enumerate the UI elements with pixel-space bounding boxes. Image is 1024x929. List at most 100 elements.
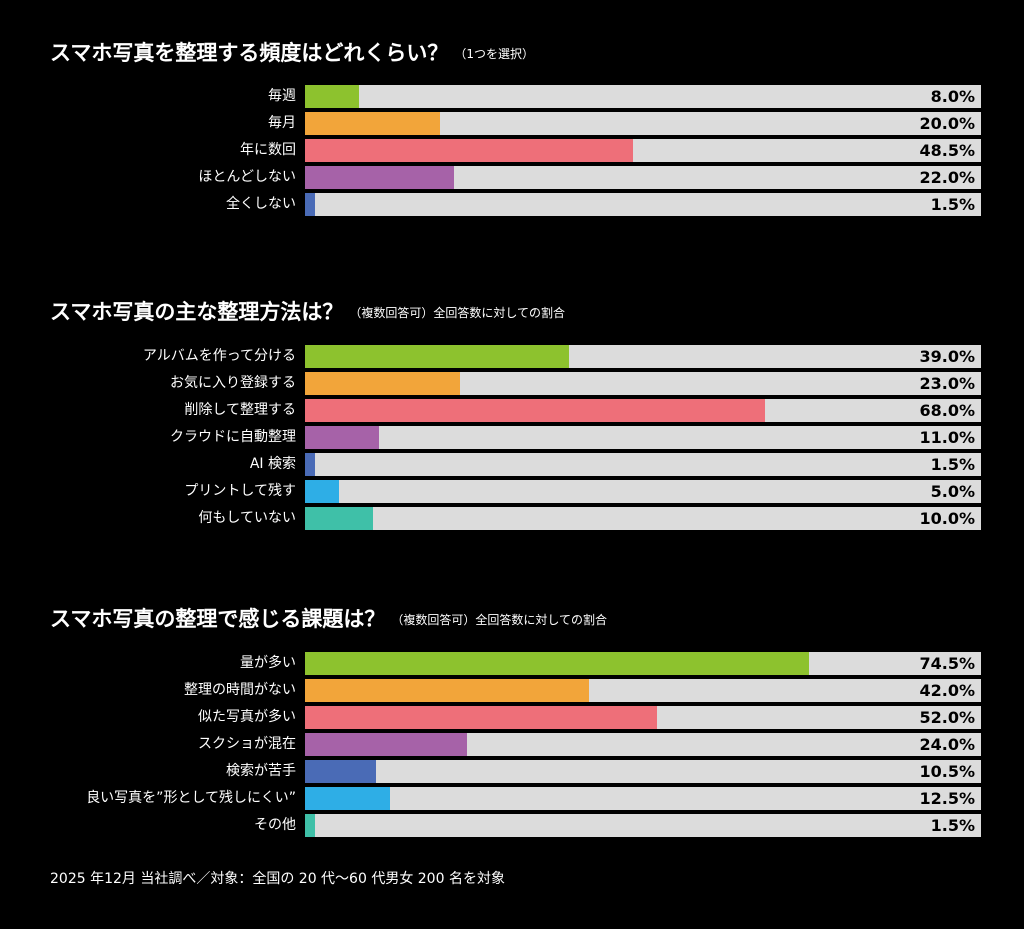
category-label: 良い写真を”形として残しにくい” [86, 790, 296, 806]
value-label: 11.0% [919, 428, 975, 447]
bar-row: お気に入り登録する 23.0% [0, 372, 1024, 395]
bar [305, 399, 765, 422]
chart-note: （1つを選択） [454, 47, 535, 61]
value-label: 10.5% [919, 762, 975, 781]
bar-row: 似た写真が多い 52.0% [0, 706, 1024, 729]
bar-row: 年に数回 48.5% [0, 139, 1024, 162]
chart-title-text: スマホ写真の整理で感じる課題は？ [50, 607, 386, 631]
bar-track: 22.0% [305, 166, 981, 189]
bar-track: 20.0% [305, 112, 981, 135]
bar-track: 48.5% [305, 139, 981, 162]
bar-track: 1.5% [305, 193, 981, 216]
category-label: スクショが混在 [198, 736, 296, 752]
bar [305, 760, 376, 783]
bar-track: 23.0% [305, 372, 981, 395]
category-label: アルバムを作って分ける [142, 348, 296, 364]
bar-track: 5.0% [305, 480, 981, 503]
chart-title: スマホ写真の主な整理方法は？ （複数回答可）全回答数に対しての割合 [50, 297, 565, 328]
category-label: 整理の時間がない [184, 682, 296, 698]
value-label: 23.0% [919, 374, 975, 393]
bar-track: 12.5% [305, 787, 981, 810]
bar-track: 74.5% [305, 652, 981, 675]
value-label: 39.0% [919, 347, 975, 366]
value-label: 1.5% [930, 455, 975, 474]
bar-row: 良い写真を”形として残しにくい” 12.5% [0, 787, 1024, 810]
value-label: 5.0% [930, 482, 975, 501]
value-label: 8.0% [930, 87, 975, 106]
bar-row: 量が多い 74.5% [0, 652, 1024, 675]
chart-title-text: スマホ写真の主な整理方法は？ [50, 300, 344, 324]
chart-note: （複数回答可）全回答数に対しての割合 [349, 306, 566, 320]
category-label: 毎週 [268, 88, 296, 104]
category-label: お気に入り登録する [170, 375, 296, 391]
value-label: 68.0% [919, 401, 975, 420]
bar [305, 733, 468, 756]
bar-track: 68.0% [305, 399, 981, 422]
value-label: 48.5% [919, 141, 975, 160]
value-label: 52.0% [919, 708, 975, 727]
category-label: その他 [254, 817, 296, 833]
value-label: 22.0% [919, 168, 975, 187]
value-label: 12.5% [919, 789, 975, 808]
bar-track: 10.5% [305, 760, 981, 783]
value-label: 1.5% [930, 816, 975, 835]
bar-track: 10.0% [305, 507, 981, 530]
chart-title-text: スマホ写真を整理する頻度はどれくらい？ [50, 41, 449, 65]
category-label: 年に数回 [240, 142, 296, 158]
bar-row: 削除して整理する 68.0% [0, 399, 1024, 422]
bar [305, 652, 809, 675]
bar-row: スクショが混在 24.0% [0, 733, 1024, 756]
bar-track: 39.0% [305, 345, 981, 368]
bar [305, 372, 461, 395]
category-label: プリントして残す [184, 483, 296, 499]
bar-row: ほとんどしない 22.0% [0, 166, 1024, 189]
category-label: 毎月 [268, 115, 296, 131]
category-label: 似た写真が多い [198, 709, 296, 725]
bar-track: 52.0% [305, 706, 981, 729]
bar [305, 166, 454, 189]
bar-row: 整理の時間がない 42.0% [0, 679, 1024, 702]
bar-track: 42.0% [305, 679, 981, 702]
chart-title: スマホ写真の整理で感じる課題は？ （複数回答可）全回答数に対しての割合 [50, 604, 607, 635]
bar-track: 1.5% [305, 453, 981, 476]
bar [305, 480, 339, 503]
bar-row: AI 検索 1.5% [0, 453, 1024, 476]
bar [305, 85, 360, 108]
bar-row: その他 1.5% [0, 814, 1024, 837]
category-label: AI 検索 [249, 456, 296, 472]
bar-row: 毎月 20.0% [0, 112, 1024, 135]
bar [305, 679, 589, 702]
bar [305, 787, 390, 810]
bar [305, 139, 633, 162]
value-label: 20.0% [919, 114, 975, 133]
bar [305, 112, 441, 135]
bar [305, 814, 316, 837]
bar-row: 全くしない 1.5% [0, 193, 1024, 216]
chart-note: （複数回答可）全回答数に対しての割合 [391, 613, 608, 627]
category-label: 削除して整理する [184, 402, 296, 418]
bar [305, 453, 316, 476]
value-label: 24.0% [919, 735, 975, 754]
bar [305, 426, 380, 449]
bar-row: 何もしていない 10.0% [0, 507, 1024, 530]
value-label: 42.0% [919, 681, 975, 700]
bar [305, 345, 569, 368]
category-label: クラウドに自動整理 [170, 429, 296, 445]
bar-track: 11.0% [305, 426, 981, 449]
bar-row: プリントして残す 5.0% [0, 480, 1024, 503]
bar-row: 検索が苦手 10.5% [0, 760, 1024, 783]
category-label: 量が多い [240, 655, 296, 671]
chart-title: スマホ写真を整理する頻度はどれくらい？ （1つを選択） [50, 38, 534, 69]
category-label: 検索が苦手 [226, 763, 296, 779]
bar-track: 24.0% [305, 733, 981, 756]
footnote: 2025 年12月 当社調べ／対象：全国の 20 代〜60 代男女 200 名を… [50, 871, 505, 887]
value-label: 10.0% [919, 509, 975, 528]
bar [305, 193, 316, 216]
category-label: 何もしていない [198, 510, 296, 526]
bar-row: クラウドに自動整理 11.0% [0, 426, 1024, 449]
bar-row: 毎週 8.0% [0, 85, 1024, 108]
category-label: 全くしない [226, 196, 296, 212]
bar-row: アルバムを作って分ける 39.0% [0, 345, 1024, 368]
bar [305, 507, 373, 530]
value-label: 74.5% [919, 654, 975, 673]
